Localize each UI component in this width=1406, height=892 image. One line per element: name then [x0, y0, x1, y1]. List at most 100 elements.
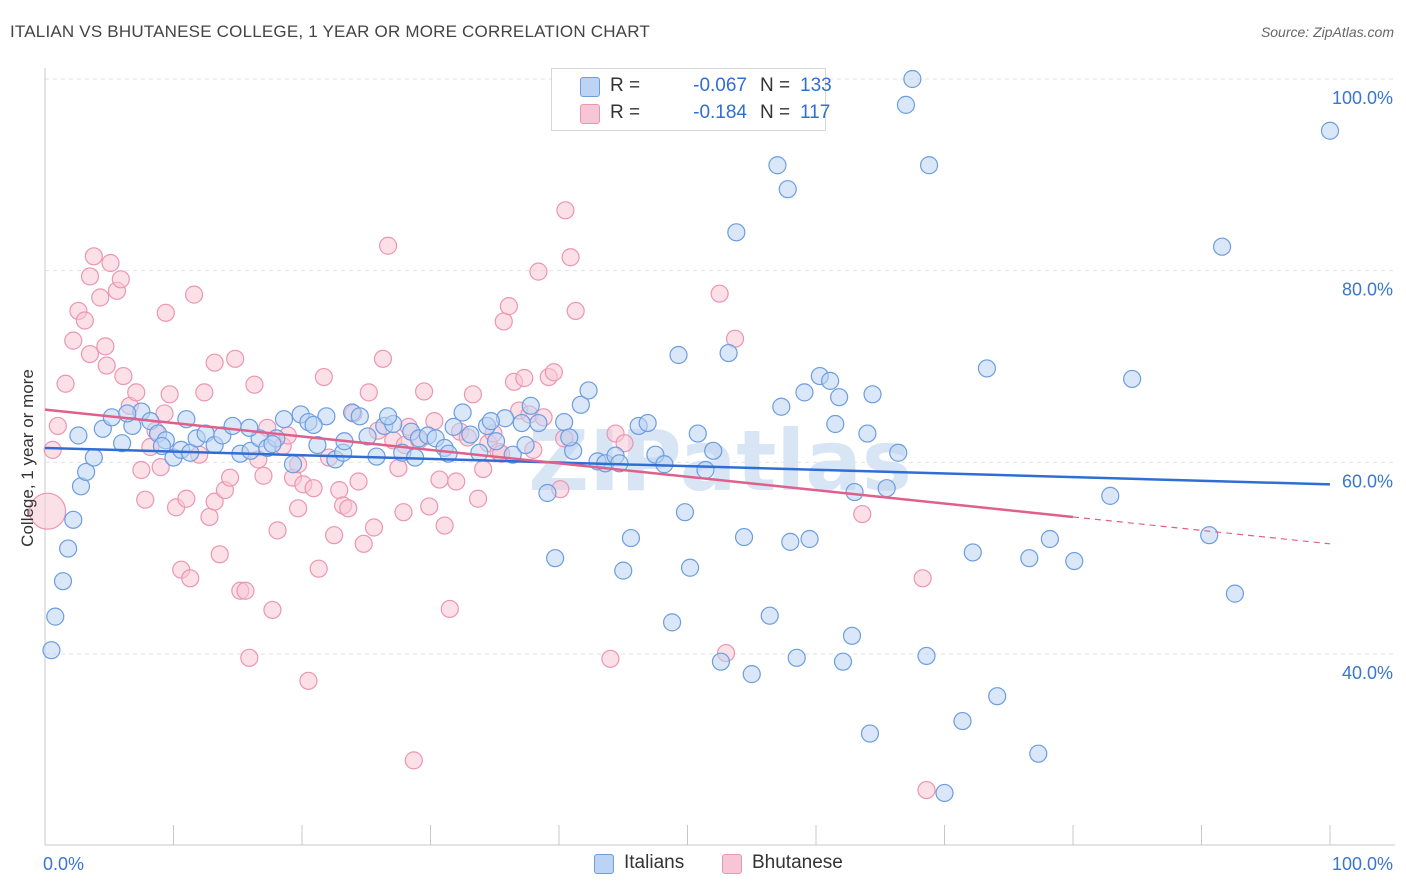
- italians-point-86: [742, 665, 761, 684]
- italians-n-label: N =: [760, 75, 791, 96]
- bhutanese-point-21: [151, 458, 170, 477]
- italians-point-101: [889, 443, 908, 462]
- bhutanese-point-6: [75, 311, 94, 330]
- italians-point-94: [821, 371, 840, 390]
- italians-point-10: [112, 434, 132, 453]
- bhutanese-point-17: [132, 460, 151, 480]
- italians-point-57: [512, 413, 531, 433]
- italians-point-79: [688, 424, 707, 443]
- italians-point-81: [704, 441, 723, 460]
- italians-r-value: -0.067: [693, 75, 747, 96]
- bhutanese-point-103: [566, 301, 585, 321]
- bhutanese-point-79: [440, 599, 459, 619]
- italians-point-0: [42, 641, 61, 660]
- bhutanese-trend-line: [44, 408, 1074, 519]
- italians-point-92: [800, 529, 819, 549]
- bhutanese-point-4: [64, 331, 83, 350]
- italians-point-69: [614, 561, 633, 580]
- italians-point-49: [444, 417, 463, 436]
- bhutanese-point-77: [430, 470, 449, 489]
- bhutanese-point-114: [156, 303, 175, 322]
- italians-point-50: [453, 403, 472, 422]
- bhutanese-point-32: [205, 492, 224, 511]
- italians-point-51: [461, 425, 480, 444]
- bhutanese-point-74: [414, 382, 434, 401]
- bhutanese-point-10: [96, 337, 115, 356]
- axes: [44, 68, 1395, 846]
- bhutanese-point-16: [127, 383, 146, 402]
- bhutanese-point-45: [268, 521, 287, 540]
- bhutanese-point-67: [378, 236, 398, 255]
- bhutanese-point-85: [474, 459, 493, 479]
- italians-point-107: [953, 711, 972, 731]
- bhutanese-point-112: [80, 344, 100, 364]
- source-label: Source: ZipAtlas.com: [1260, 24, 1394, 40]
- italians-point-115: [1123, 369, 1142, 389]
- italians-point-105: [919, 156, 939, 175]
- italians-point-131: [481, 412, 500, 431]
- italians-point-77: [675, 503, 695, 522]
- grid-lines: [45, 78, 1395, 655]
- italians-point-136: [863, 385, 882, 404]
- italians-point-103: [903, 69, 922, 89]
- x-tick-label-min: 0.0%: [43, 854, 84, 874]
- italians-point-139: [858, 424, 877, 443]
- italians-point-116: [1200, 526, 1219, 545]
- bhutanese-point-78: [435, 516, 454, 535]
- y-tick-label-80: 80.0%: [1342, 280, 1393, 300]
- italians-point-90: [781, 532, 800, 551]
- italians-point-61: [546, 549, 565, 568]
- bhutanese-point-42: [254, 466, 273, 485]
- italians-point-132: [516, 435, 535, 455]
- italians-point-6: [77, 462, 96, 482]
- bhutanese-point-33: [210, 545, 229, 564]
- bhutanese-point-83: [463, 385, 483, 404]
- italians-point-87: [760, 606, 779, 625]
- bhutanese-point-11: [101, 253, 120, 273]
- italians-point-112: [1029, 744, 1048, 763]
- bhutanese-point-102: [561, 248, 580, 267]
- bhutanese-points: [28, 201, 936, 800]
- y-tick-label-100: 100.0%: [1332, 88, 1393, 108]
- bhutanese-point-51: [299, 671, 318, 690]
- italians-point-135: [830, 388, 849, 407]
- italians-point-76: [669, 345, 688, 365]
- chart-title: ITALIAN VS BHUTANESE COLLEGE, 1 YEAR OR …: [10, 22, 650, 41]
- italians-point-133: [560, 428, 579, 447]
- bhutanese-legend-swatch: [722, 854, 742, 874]
- bhutanese-point-54: [314, 367, 333, 387]
- y-axis-label: College, 1 year or more: [18, 369, 37, 547]
- bhutanese-point-89: [494, 312, 513, 331]
- bhutanese-point-84: [468, 489, 488, 508]
- italians-point-33: [308, 435, 327, 455]
- bhutanese-r-value: -0.184: [693, 102, 747, 123]
- bhutanese-point-93: [515, 368, 534, 388]
- stats-legend: R = -0.067 N = 133 R = -0.184 N = 117: [551, 68, 832, 131]
- bhutanese-point-113: [97, 356, 116, 375]
- bhutanese-point-14: [114, 366, 133, 386]
- italians-point-30: [283, 455, 303, 474]
- bhutanese-point-49: [289, 499, 308, 518]
- italians-point-70: [621, 528, 641, 548]
- bhutanese-point-96: [529, 262, 548, 281]
- italians-legend-label: Italians: [624, 852, 685, 873]
- bhutanese-point-8: [84, 247, 103, 266]
- bhutanese-point-90: [499, 297, 518, 316]
- bhutanese-point-56: [325, 526, 344, 545]
- bhutanese-point-13: [111, 270, 130, 289]
- italians-point-125: [263, 435, 282, 454]
- italians-point-3: [59, 539, 78, 558]
- bhutanese-point-106: [615, 434, 634, 453]
- bhutanese-point-0: [28, 492, 67, 530]
- bhutanese-point-7: [80, 267, 100, 286]
- italians-point-38: [350, 407, 369, 426]
- italians-point-91: [787, 648, 806, 667]
- bhutanese-point-53: [309, 559, 328, 578]
- italians-point-75: [662, 613, 682, 632]
- italians-point-120: [69, 426, 88, 445]
- italians-point-60: [538, 483, 557, 503]
- bhutanese-point-28: [184, 285, 204, 304]
- bhutanese-point-26: [177, 489, 196, 508]
- bhutanese-point-18: [136, 490, 155, 509]
- bhutanese-point-3: [56, 374, 75, 393]
